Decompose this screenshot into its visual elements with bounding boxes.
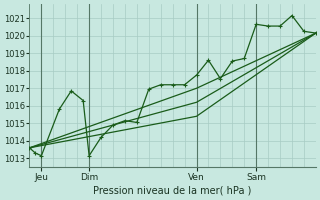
X-axis label: Pression niveau de la mer( hPa ): Pression niveau de la mer( hPa ) [93, 186, 252, 196]
